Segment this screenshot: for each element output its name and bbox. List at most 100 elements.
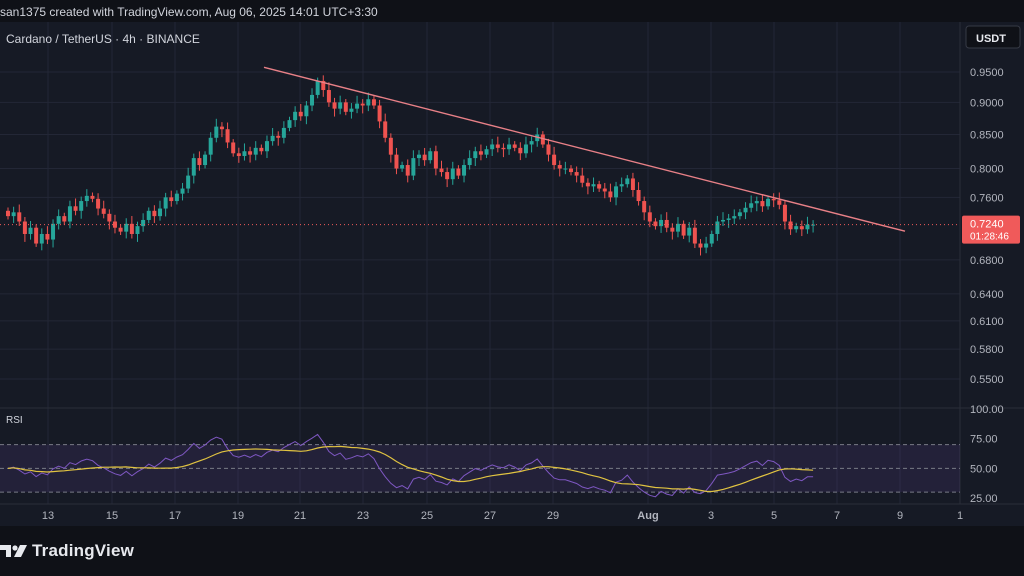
candle (462, 159, 467, 183)
candle (326, 82, 331, 107)
price-tick-label: 0.6400 (970, 289, 1004, 301)
time-tick-label: 21 (294, 510, 306, 522)
tradingview-brand[interactable]: TradingView (0, 540, 134, 562)
candle (242, 143, 247, 161)
candle (416, 150, 421, 167)
candle (248, 146, 253, 163)
candle (428, 147, 433, 164)
price-tick-label: 0.8500 (970, 129, 1004, 141)
candle (236, 147, 241, 163)
candle (388, 133, 393, 163)
time-tick-label: 29 (547, 510, 559, 522)
candle (146, 207, 151, 224)
candle (208, 132, 213, 162)
candle (546, 138, 551, 162)
candle (231, 139, 236, 157)
candle (523, 136, 528, 158)
time-tick-label: 25 (421, 510, 433, 522)
candle (293, 106, 298, 127)
candle (450, 161, 455, 185)
candle (141, 213, 146, 232)
footer: TradingView (0, 526, 1024, 576)
candle (112, 214, 117, 234)
candle (777, 192, 782, 210)
time-tick-label: 3 (708, 510, 714, 522)
candle (17, 204, 22, 227)
candle (135, 221, 140, 242)
time-tick-label: 27 (484, 510, 496, 522)
candle (107, 209, 112, 230)
rsi-tick-label: 100.00 (970, 404, 1004, 416)
candle (158, 200, 163, 221)
tradingview-logo-icon (0, 545, 27, 557)
candle (411, 150, 416, 181)
candle (349, 103, 354, 119)
candle (169, 190, 174, 207)
candle (625, 175, 630, 188)
candle (687, 222, 692, 243)
candle (264, 135, 269, 159)
candle (163, 192, 168, 217)
chart-area[interactable]: 0.9500 0.9000 0.8500 0.8000 0.7600 0.6800 0.64… (0, 22, 1024, 526)
candle (805, 216, 810, 234)
candle (490, 138, 495, 156)
candle (73, 198, 78, 216)
candle (811, 220, 816, 233)
candle (495, 136, 500, 153)
candle (383, 113, 388, 143)
price-tick-label: 0.5800 (970, 344, 1004, 356)
price-tick-label: 0.8000 (970, 164, 1004, 176)
candle (771, 193, 776, 208)
candle (281, 121, 286, 144)
candle (124, 218, 129, 239)
time-tick-label: 23 (357, 510, 369, 522)
candle (174, 190, 179, 205)
candle (101, 200, 106, 219)
candle (602, 182, 607, 199)
candle (507, 137, 512, 155)
chart-canvas[interactable]: 0.9500 0.9000 0.8500 0.8000 0.7600 0.6800 0.64… (0, 22, 1024, 526)
candle (203, 151, 208, 169)
candle (642, 196, 647, 221)
price-axis: 0.9500 0.9000 0.8500 0.8000 0.7600 0.6800 0.64… (970, 67, 1004, 386)
candle (84, 189, 89, 207)
candle (433, 145, 438, 176)
candle (259, 144, 264, 155)
candle (636, 182, 641, 206)
candle (11, 206, 16, 223)
candle (276, 131, 281, 146)
last-price-value: 0.7240 (970, 219, 1004, 231)
candle (439, 160, 444, 177)
rsi-ma-line (7, 445, 814, 493)
candle (692, 219, 697, 249)
candle (675, 217, 680, 238)
candle (377, 99, 382, 129)
price-tick-label: 0.9000 (970, 97, 1004, 109)
time-tick-label: 7 (834, 510, 840, 522)
candle (456, 165, 461, 179)
price-tick-label: 0.9500 (970, 67, 1004, 79)
candle (754, 196, 759, 212)
candle (608, 183, 613, 202)
candle (405, 159, 410, 183)
candle (698, 239, 703, 256)
time-tick-label: 15 (106, 510, 118, 522)
candle (557, 160, 562, 177)
candle (445, 167, 450, 188)
candle (732, 209, 737, 225)
candle (22, 217, 27, 242)
candle (659, 214, 664, 233)
candle (39, 228, 44, 251)
candle (129, 216, 134, 239)
time-tick-label: Aug (637, 510, 658, 522)
candle (518, 142, 523, 161)
candle (614, 181, 619, 206)
rsi-tick-label: 25.00 (970, 493, 998, 505)
candle (186, 167, 191, 194)
candle (219, 122, 224, 138)
candle (574, 166, 579, 183)
usdt-button[interactable]: USDT (965, 25, 1021, 49)
candle (338, 95, 343, 115)
candle (321, 75, 326, 97)
